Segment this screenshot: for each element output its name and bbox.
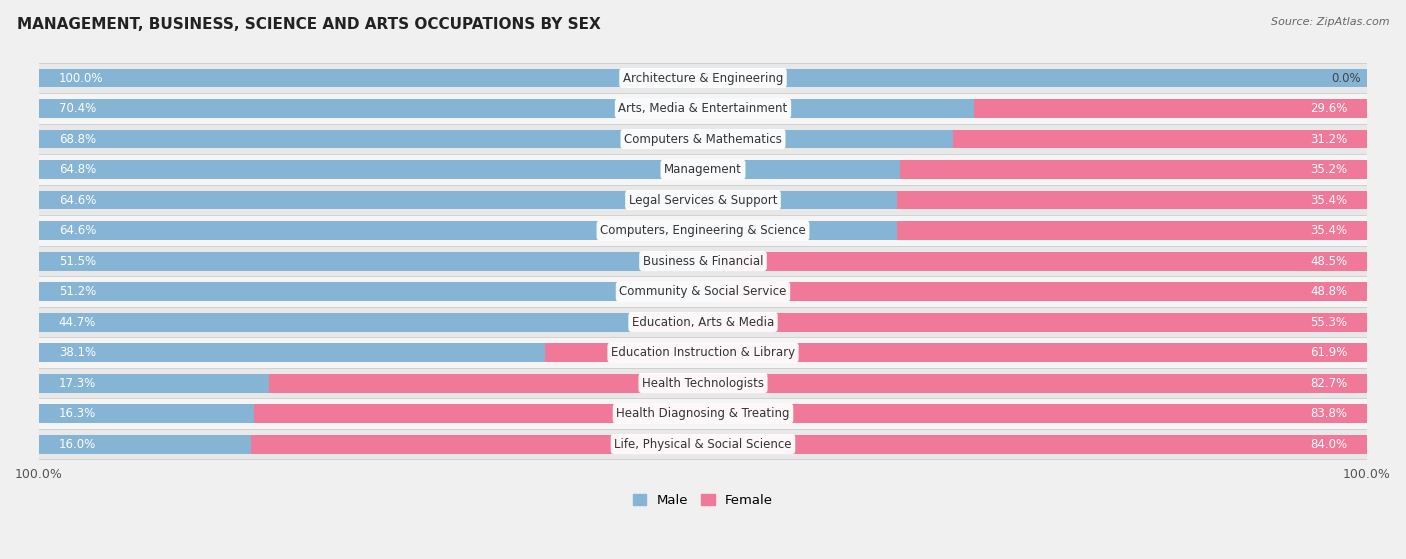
Text: 16.0%: 16.0% [59, 438, 96, 451]
Text: 35.2%: 35.2% [1310, 163, 1347, 176]
Text: 64.6%: 64.6% [59, 224, 96, 237]
Bar [39, 63, 1367, 93]
Text: 51.5%: 51.5% [59, 254, 96, 268]
Text: Education, Arts & Media: Education, Arts & Media [631, 316, 775, 329]
Bar [39, 337, 1367, 368]
Text: 35.4%: 35.4% [1310, 193, 1347, 206]
Bar [39, 312, 633, 331]
Bar [974, 99, 1367, 118]
Text: 55.3%: 55.3% [1310, 316, 1347, 329]
Bar [39, 160, 900, 179]
Text: 82.7%: 82.7% [1310, 377, 1347, 390]
Text: Life, Physical & Social Science: Life, Physical & Social Science [614, 438, 792, 451]
Bar [252, 435, 1367, 453]
Text: 51.2%: 51.2% [59, 285, 96, 298]
Text: Management: Management [664, 163, 742, 176]
Bar [39, 429, 1367, 459]
Text: 61.9%: 61.9% [1310, 346, 1347, 359]
Text: Architecture & Engineering: Architecture & Engineering [623, 72, 783, 84]
Text: 68.8%: 68.8% [59, 132, 96, 145]
Text: 0.0%: 0.0% [1331, 72, 1361, 84]
Bar [900, 160, 1367, 179]
Bar [39, 124, 1367, 154]
Text: 83.8%: 83.8% [1310, 407, 1347, 420]
Bar [39, 373, 269, 392]
Bar [39, 215, 1367, 246]
Text: 44.7%: 44.7% [59, 316, 96, 329]
Text: 31.2%: 31.2% [1310, 132, 1347, 145]
Text: 48.8%: 48.8% [1310, 285, 1347, 298]
Text: Community & Social Service: Community & Social Service [619, 285, 787, 298]
Text: 29.6%: 29.6% [1310, 102, 1347, 115]
Bar [39, 276, 1367, 307]
Bar [269, 373, 1367, 392]
Bar [723, 252, 1367, 271]
Text: 84.0%: 84.0% [1310, 438, 1347, 451]
Text: MANAGEMENT, BUSINESS, SCIENCE AND ARTS OCCUPATIONS BY SEX: MANAGEMENT, BUSINESS, SCIENCE AND ARTS O… [17, 17, 600, 32]
Bar [39, 307, 1367, 337]
Bar [39, 99, 974, 118]
Text: Education Instruction & Library: Education Instruction & Library [612, 346, 794, 359]
Bar [39, 130, 953, 149]
Text: Computers, Engineering & Science: Computers, Engineering & Science [600, 224, 806, 237]
Bar [39, 404, 256, 423]
Text: 100.0%: 100.0% [59, 72, 104, 84]
Text: 38.1%: 38.1% [59, 346, 96, 359]
Text: Business & Financial: Business & Financial [643, 254, 763, 268]
Bar [39, 221, 897, 240]
Text: 70.4%: 70.4% [59, 102, 96, 115]
Bar [633, 312, 1367, 331]
Bar [39, 343, 546, 362]
Bar [39, 368, 1367, 399]
Bar [546, 343, 1367, 362]
Bar [39, 154, 1367, 185]
Bar [897, 191, 1367, 210]
Bar [39, 246, 1367, 276]
Text: 64.8%: 64.8% [59, 163, 96, 176]
Bar [897, 221, 1367, 240]
Bar [39, 69, 1367, 87]
Bar [718, 282, 1367, 301]
Text: Source: ZipAtlas.com: Source: ZipAtlas.com [1271, 17, 1389, 27]
Text: 35.4%: 35.4% [1310, 224, 1347, 237]
Bar [39, 252, 723, 271]
Bar [39, 93, 1367, 124]
Text: 17.3%: 17.3% [59, 377, 96, 390]
Text: Health Diagnosing & Treating: Health Diagnosing & Treating [616, 407, 790, 420]
Text: 48.5%: 48.5% [1310, 254, 1347, 268]
Text: 64.6%: 64.6% [59, 193, 96, 206]
Text: Health Technologists: Health Technologists [643, 377, 763, 390]
Text: 16.3%: 16.3% [59, 407, 96, 420]
Bar [39, 191, 897, 210]
Bar [39, 185, 1367, 215]
Bar [39, 399, 1367, 429]
Text: Arts, Media & Entertainment: Arts, Media & Entertainment [619, 102, 787, 115]
Bar [39, 435, 252, 453]
Text: Computers & Mathematics: Computers & Mathematics [624, 132, 782, 145]
Bar [254, 404, 1367, 423]
Bar [39, 282, 718, 301]
Legend: Male, Female: Male, Female [627, 489, 779, 512]
Bar [953, 130, 1367, 149]
Text: Legal Services & Support: Legal Services & Support [628, 193, 778, 206]
